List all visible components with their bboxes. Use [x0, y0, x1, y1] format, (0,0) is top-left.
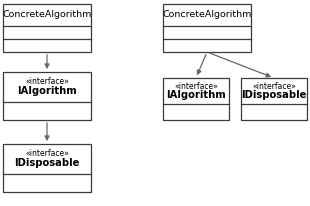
Text: ConcreteAlgorithm: ConcreteAlgorithm: [2, 10, 92, 19]
Bar: [3, 4, 91, 52]
Text: «interface»: «interface»: [25, 149, 69, 158]
Text: IDisposable: IDisposable: [14, 158, 80, 168]
Text: ConcreteAlgorithm: ConcreteAlgorithm: [162, 10, 252, 19]
Text: IAlgorithm: IAlgorithm: [17, 86, 77, 96]
Bar: [241, 78, 307, 120]
Bar: [163, 4, 251, 52]
Bar: [3, 144, 91, 192]
Bar: [3, 72, 91, 120]
Bar: [163, 78, 229, 120]
Text: «interface»: «interface»: [25, 77, 69, 86]
Text: «interface»: «interface»: [252, 82, 296, 91]
Text: IAlgorithm: IAlgorithm: [166, 90, 226, 100]
Text: «interface»: «interface»: [174, 82, 218, 91]
Text: IDisposable: IDisposable: [241, 90, 307, 100]
